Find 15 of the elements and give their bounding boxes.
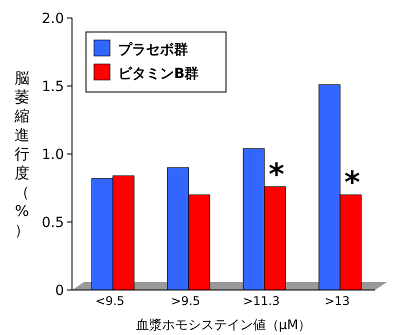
x-tick-label: >11.3 <box>242 294 280 308</box>
y-tick-label: 1.5 <box>42 79 64 95</box>
y-tick-label: 1.0 <box>42 147 64 163</box>
y-axis-title: 脳萎縮進行度（%） <box>14 69 30 239</box>
x-tick-label: >13 <box>324 294 350 308</box>
annotation: * <box>344 165 360 200</box>
y-tick-label: 0.5 <box>42 215 64 231</box>
annotation: * <box>268 157 285 192</box>
y-tick-label: 0 <box>55 283 64 299</box>
x-tick-label: >9.5 <box>171 294 200 308</box>
legend-label: プラセボ群 <box>118 41 188 58</box>
legend-label: ビタミンB群 <box>118 66 199 82</box>
x-axis-title: 血漿ホモシステイン値（μM） <box>136 318 312 333</box>
y-tick-label: 2.0 <box>42 11 64 27</box>
x-tick-label: <9.5 <box>95 294 124 308</box>
